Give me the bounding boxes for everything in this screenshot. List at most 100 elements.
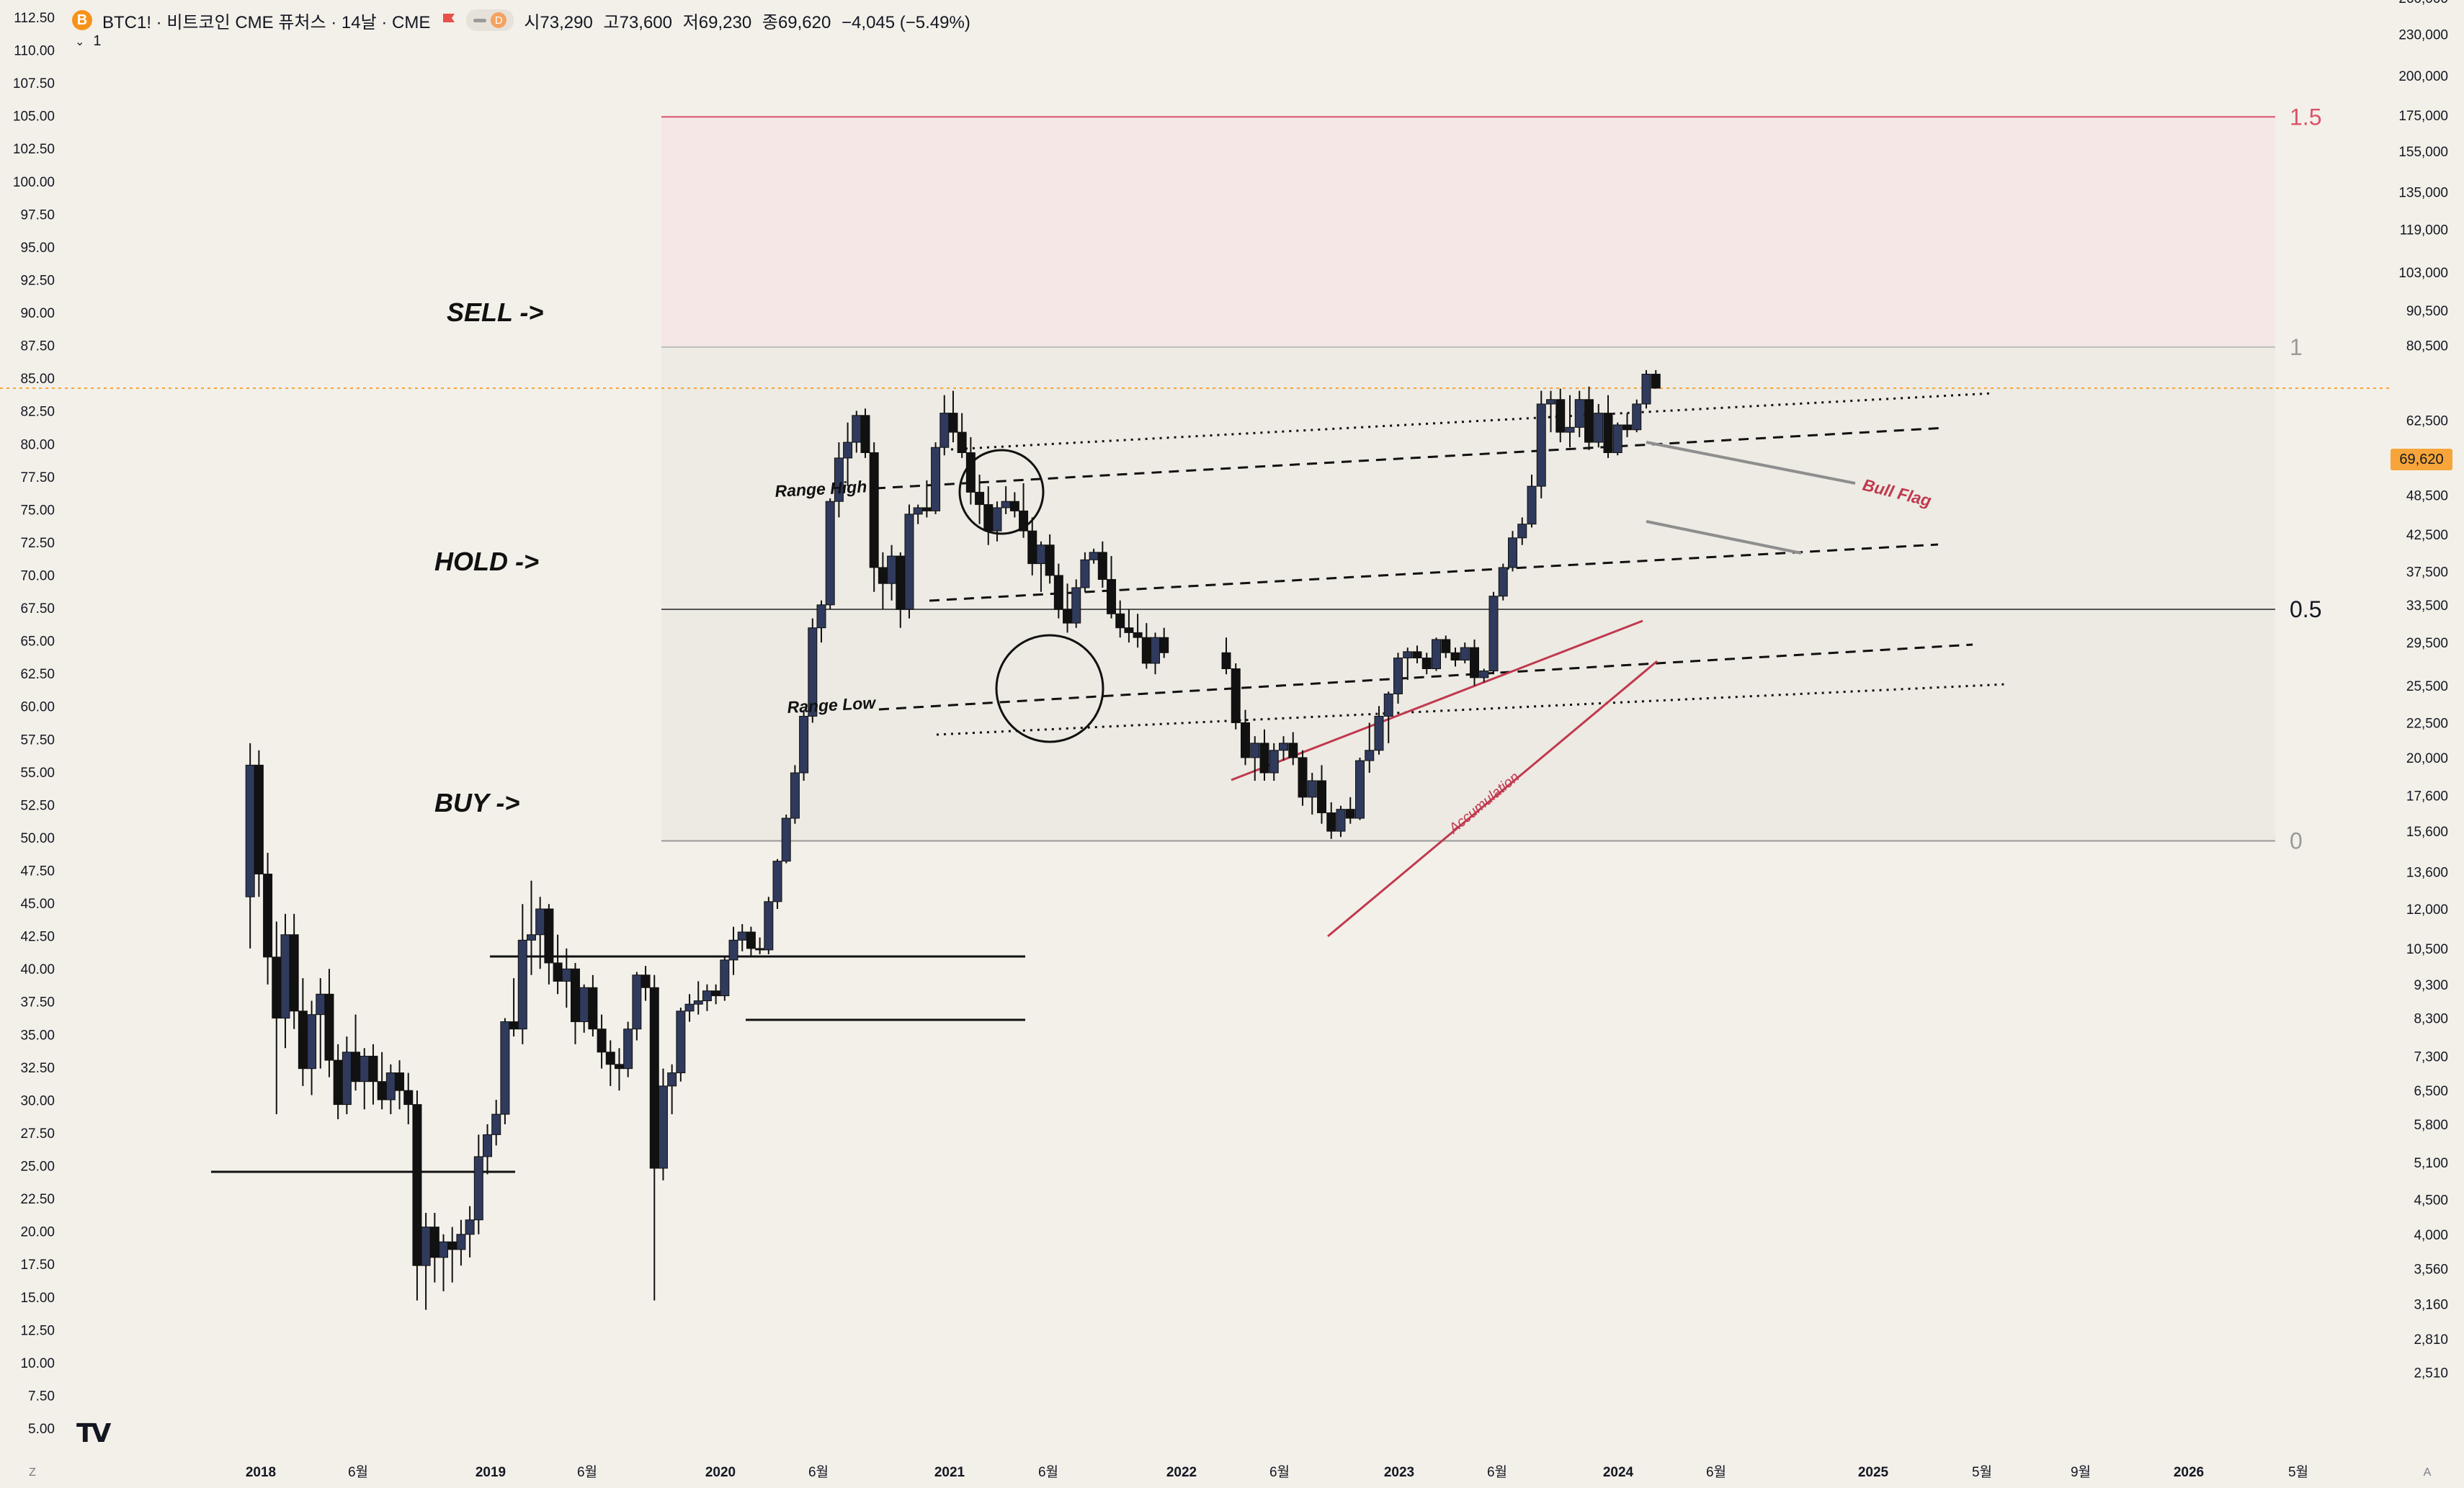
candle-body — [527, 934, 537, 941]
fib-label-1: 1 — [2290, 334, 2303, 360]
left-axis-tick: 35.00 — [20, 1028, 55, 1043]
candle-body — [1269, 750, 1279, 774]
right-axis-tick: 48,500 — [2406, 489, 2448, 504]
candle-body — [1345, 809, 1355, 819]
left-axis-tick: 27.50 — [20, 1126, 55, 1142]
candle-body — [1594, 413, 1604, 443]
left-axis-tick: 5.00 — [28, 1422, 55, 1437]
left-axis-tick: 45.00 — [20, 897, 55, 912]
candle-body — [1622, 424, 1632, 431]
tradingview-logo-icon[interactable]: TV — [76, 1419, 111, 1448]
candle-body — [755, 948, 765, 951]
market-status-pill[interactable]: D — [466, 9, 514, 31]
right-axis-tick: 9,300 — [2414, 978, 2448, 993]
candle-body — [1488, 596, 1499, 672]
candle-body — [1317, 780, 1326, 814]
x-axis-tick: 2022 — [1166, 1465, 1197, 1480]
right-axis-tick: 103,000 — [2398, 266, 2448, 281]
candle-body — [385, 1072, 396, 1101]
candle-body — [456, 1234, 466, 1250]
left-axis-tick: 95.00 — [20, 241, 55, 256]
x-axis-tick: 2019 — [476, 1465, 506, 1480]
candle-body — [561, 968, 571, 982]
candle-body — [483, 1134, 493, 1157]
candle-body — [421, 1227, 431, 1266]
candle-body — [316, 993, 326, 1016]
candle-body — [983, 504, 994, 532]
left-axis-tick: 77.50 — [20, 470, 55, 485]
x-axis-tick: 2023 — [1384, 1465, 1414, 1480]
candle-body — [781, 817, 791, 862]
candle-body — [1124, 627, 1134, 633]
range-low-trendline — [878, 643, 1973, 711]
delayed-data-badge: D — [491, 12, 507, 28]
candle-body — [1517, 524, 1527, 539]
candle-body — [860, 415, 870, 454]
left-axis-tick: 57.50 — [20, 732, 55, 748]
candle-body — [869, 452, 879, 568]
right-axis-tick: 260,000 — [2398, 0, 2448, 6]
candle-body — [1027, 530, 1037, 565]
candle-body — [491, 1113, 501, 1135]
candle-body — [465, 1219, 475, 1235]
left-axis-tick: 100.00 — [13, 175, 55, 190]
circle-highlight-bottom — [995, 634, 1104, 743]
symbol-title[interactable]: BTC1! · 비트코인 CME 퓨처스 · 14날 · CME — [102, 12, 431, 32]
candle-body — [632, 974, 642, 1030]
left-axis-tick: 60.00 — [20, 700, 55, 715]
indicator-count: 1 — [93, 33, 102, 49]
fib-upper-zone — [661, 117, 2275, 347]
candle-body — [737, 931, 747, 941]
candle-body — [896, 555, 906, 610]
left-axis-tick: 102.50 — [13, 142, 55, 157]
candle-body — [948, 413, 958, 433]
right-axis-tick: 175,000 — [2398, 109, 2448, 124]
candle-body — [808, 627, 818, 717]
x-axis-tick: 2025 — [1858, 1465, 1889, 1480]
candle-body — [834, 457, 844, 502]
candle-body — [1080, 559, 1090, 588]
candle-body — [1259, 743, 1269, 774]
candle-body — [263, 874, 273, 958]
candle-body — [1365, 750, 1375, 761]
candle-body — [579, 987, 589, 1023]
candle-body — [816, 604, 826, 629]
candle-body — [245, 764, 255, 897]
candle-body — [1326, 812, 1336, 832]
candle-body — [1403, 651, 1413, 659]
left-axis-tick: 67.50 — [20, 601, 55, 617]
candle-body — [1432, 639, 1441, 670]
candle-body — [1508, 537, 1517, 568]
symbol-header: B BTC1! · 비트코인 CME 퓨처스 · 14날 · CME D 시73… — [72, 6, 976, 35]
candle-body — [333, 1059, 343, 1106]
x-axis-tick: 6월 — [1269, 1464, 1290, 1480]
candle-body — [790, 772, 800, 819]
accumulation-upper-line — [1231, 619, 1643, 781]
x-axis-tick: 2024 — [1603, 1465, 1634, 1480]
left-axis-tick: 15.00 — [20, 1291, 55, 1306]
x-axis-tick: 6월 — [808, 1464, 829, 1480]
indicator-toggle[interactable]: ⌄ 1 — [75, 33, 102, 50]
candle-body — [957, 431, 967, 454]
auto-scale-button[interactable]: A — [2423, 1466, 2432, 1479]
open-value: 시73,290 — [524, 12, 593, 32]
left-axis-tick: 25.00 — [20, 1160, 55, 1175]
candle-body — [843, 442, 853, 459]
left-axis-tick: 62.50 — [20, 667, 55, 682]
candle-body — [298, 1010, 308, 1070]
candle-body — [992, 507, 1002, 532]
candle-body — [1107, 579, 1117, 614]
right-axis-tick: 10,500 — [2406, 942, 2448, 957]
candle-body — [1019, 510, 1029, 532]
hold-label: HOLD -> — [434, 547, 539, 576]
chevron-down-icon[interactable]: ⌄ — [75, 35, 85, 48]
x-axis-tick: 6월 — [1487, 1464, 1507, 1480]
candle-body — [921, 507, 932, 511]
left-axis-tick: 87.50 — [20, 339, 55, 354]
flag-icon[interactable] — [440, 12, 456, 28]
x-axis-tick: 6월 — [348, 1464, 368, 1480]
zoom-toggle-button[interactable]: Z — [29, 1466, 36, 1479]
candle-body — [1089, 552, 1099, 560]
candle-body — [1612, 424, 1622, 454]
